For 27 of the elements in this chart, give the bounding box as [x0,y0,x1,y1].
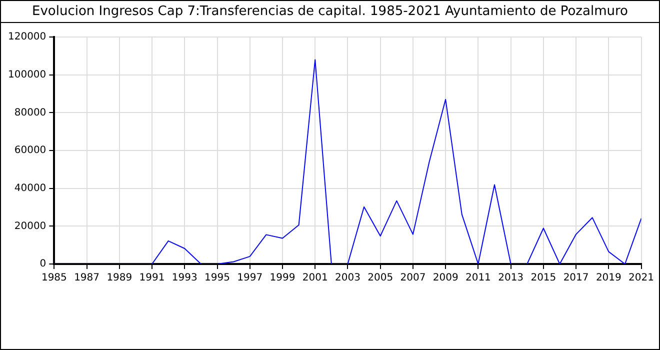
x-tick-label: 2001 [302,272,328,284]
y-tick-label: 40000 [14,182,46,194]
x-tick-label: 1985 [41,272,67,284]
y-tick-label: 0 [40,258,46,270]
y-tick-label: 100000 [8,69,46,80]
x-tick-label: 1999 [270,272,296,284]
x-tick-label: 1995 [204,272,230,284]
x-tick-label: 2013 [498,272,524,284]
x-tick-label: 1989 [106,272,132,284]
x-tick-label: 2011 [465,272,491,284]
x-tick-label: 2005 [368,272,394,284]
x-tick-label: 2009 [432,272,458,284]
y-tick-label: 20000 [14,220,46,232]
x-tick-label: 2017 [563,272,589,284]
x-tick-label: 2015 [530,272,556,284]
y-tick-label: 60000 [14,145,46,156]
x-tick-label: 2007 [400,272,426,284]
x-tick-label: 1991 [139,272,165,284]
chart-title: Evolucion Ingresos Cap 7:Transferencias de capital. 1985-2021 Ayuntamiento de Pozalmuro [1,1,659,23]
x-tick-label: 2019 [596,272,622,284]
x-tick-label: 2003 [335,272,360,284]
y-tick-label: 120000 [8,32,46,43]
x-tick-label: 2021 [628,272,654,284]
y-tick-label: 80000 [14,107,46,118]
x-tick-label: 1997 [237,272,263,284]
x-tick-label: 1993 [172,272,198,284]
x-tick-label: 1987 [74,272,100,284]
